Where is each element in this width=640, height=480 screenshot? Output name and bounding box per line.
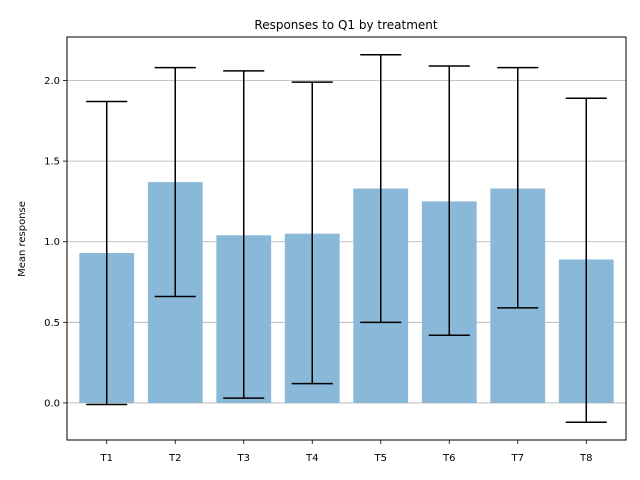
x-tick-label: T6 (442, 453, 455, 464)
x-tick-label: T5 (374, 453, 387, 464)
x-tick-label: T3 (237, 453, 250, 464)
x-tick-label: T4 (305, 453, 318, 464)
x-tick-label: T2 (168, 453, 181, 464)
y-tick-label: 0.0 (44, 398, 60, 409)
ticks: 0.0 0.5 1.0 1.5 2.0 T1 T2 T3 T4 T5 T6 T7 T8 (44, 76, 592, 464)
x-tick-label: T7 (511, 453, 524, 464)
y-tick-label: 0.5 (44, 318, 60, 329)
chart-title: Responses to Q1 by treatment (254, 18, 437, 32)
bars (79, 182, 614, 403)
y-tick-label: 1.0 (44, 237, 60, 248)
x-tick-label: T1 (99, 453, 112, 464)
y-tick-label: 2.0 (44, 76, 60, 87)
y-tick-label: 1.5 (44, 157, 60, 168)
plot-frame (66, 36, 627, 441)
x-tick-label: T8 (579, 453, 592, 464)
error-bars (86, 53, 607, 424)
y-axis-label: Mean response (17, 201, 28, 277)
